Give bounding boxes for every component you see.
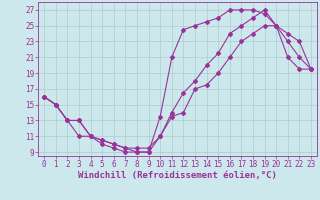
X-axis label: Windchill (Refroidissement éolien,°C): Windchill (Refroidissement éolien,°C) (78, 171, 277, 180)
